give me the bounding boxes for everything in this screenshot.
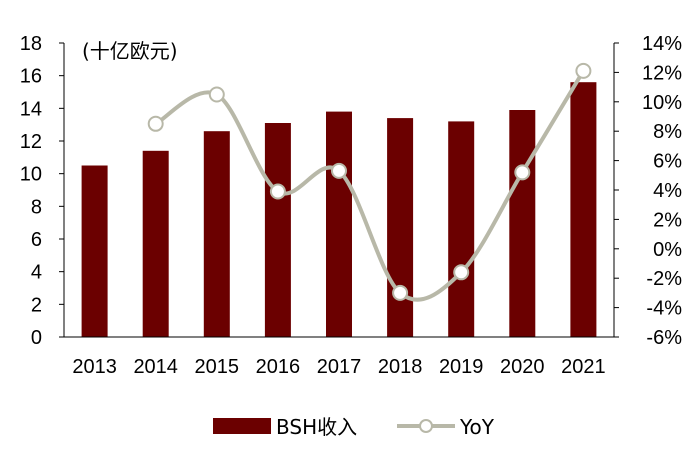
- x-tick-label: 2017: [317, 356, 362, 378]
- left-tick-label: 18: [20, 33, 42, 55]
- bar-2019: [448, 121, 475, 338]
- right-tick-label: 10%: [642, 92, 682, 114]
- right-tick-label: 6%: [653, 151, 682, 173]
- x-tick-label: 2015: [195, 356, 240, 378]
- x-tick-label: 2020: [500, 356, 545, 378]
- yoy-point-2014: [147, 115, 164, 132]
- right-tick-label: -4%: [646, 298, 682, 320]
- plot-area: (十亿欧元) 0 2 4 6 8 10 12 14 16 18 -6% -4% -2% 0% 2% 4% 6%…: [20, 33, 682, 378]
- yoy-point-2018: [392, 284, 409, 301]
- bar-2013: [81, 165, 108, 337]
- bar-series: [81, 82, 597, 338]
- yoy-point-2020: [514, 164, 531, 181]
- bar-2017: [326, 111, 352, 337]
- yoy-point-2016: [269, 183, 286, 200]
- x-tick-label: 2014: [133, 356, 178, 378]
- right-tick-label: 12%: [642, 62, 682, 84]
- right-tick-label: 2%: [653, 209, 682, 231]
- bar-2020: [509, 110, 536, 337]
- left-tick-label: 16: [20, 66, 42, 88]
- left-tick-label: 14: [20, 98, 42, 120]
- legend-line-marker: [419, 419, 433, 433]
- legend: BSH收入 YoY: [213, 415, 495, 439]
- yoy-point-2015: [208, 86, 225, 103]
- left-tick-label: 6: [31, 229, 42, 251]
- left-tick-label: 2: [31, 294, 42, 316]
- x-axis-ticks: 2013 2014 2015 2016 2017 2018 2019 2020 2021: [72, 356, 605, 378]
- right-tick-label: 0%: [653, 239, 682, 261]
- left-tick-label: 8: [31, 196, 42, 218]
- left-axis-ticks: 0 2 4 6 8 10 12 14 16 18: [20, 33, 64, 349]
- left-tick-label: 12: [20, 131, 42, 153]
- left-tick-label: 4: [31, 262, 42, 284]
- right-tick-label: 4%: [653, 180, 682, 202]
- x-tick-label: 2021: [561, 356, 606, 378]
- bar-2014: [142, 150, 169, 337]
- yoy-line: [153, 68, 586, 302]
- bar-2015: [203, 131, 230, 337]
- legend-bar-swatch: [213, 418, 271, 434]
- x-tick-label: 2013: [72, 356, 117, 378]
- bar-2021: [570, 82, 597, 337]
- yoy-point-2017: [331, 162, 347, 179]
- x-tick-label: 2019: [439, 356, 484, 378]
- left-tick-label: 0: [31, 327, 42, 349]
- right-tick-label: -6%: [646, 327, 682, 349]
- bar-2018: [387, 118, 414, 337]
- right-axis-ticks: -6% -4% -2% 0% 2% 4% 6% 8% 10% 12% 14%: [614, 33, 682, 349]
- line-series: [147, 62, 592, 302]
- left-tick-label: 10: [20, 164, 42, 186]
- yoy-point-2021: [575, 62, 592, 79]
- right-tick-label: 8%: [653, 121, 682, 143]
- unit-label: (十亿欧元): [82, 39, 178, 63]
- right-tick-label: -2%: [646, 268, 682, 290]
- x-tick-label: 2018: [378, 356, 423, 378]
- right-tick-label: 14%: [642, 33, 682, 55]
- x-tick-label: 2016: [256, 356, 301, 378]
- bar-2016: [264, 123, 291, 337]
- legend-line-label: YoY: [459, 415, 495, 439]
- yoy-point-2019: [453, 264, 470, 281]
- legend-bar-label: BSH收入: [276, 415, 357, 439]
